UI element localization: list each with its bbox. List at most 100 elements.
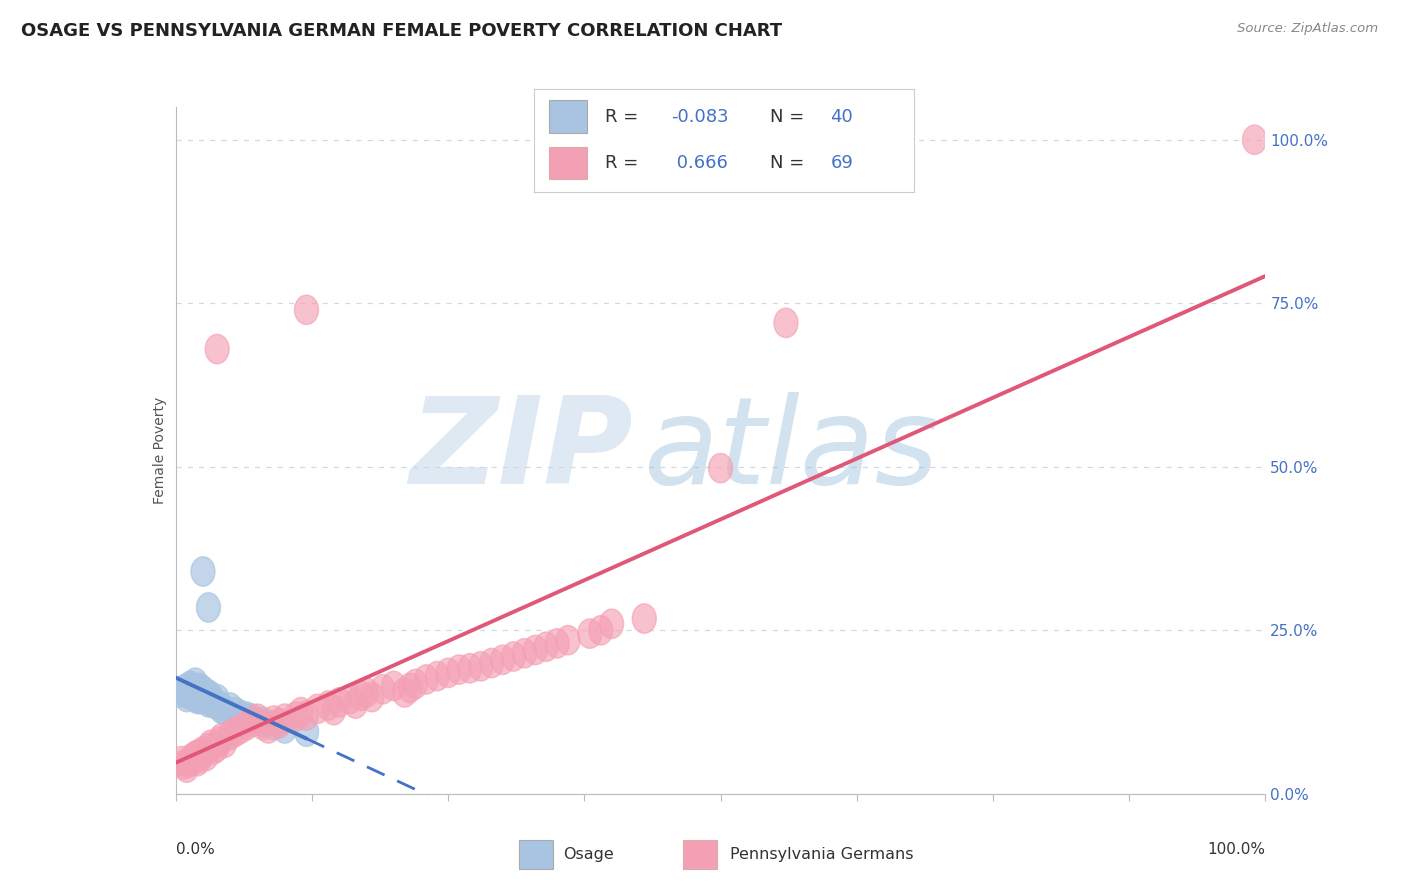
Ellipse shape bbox=[180, 743, 204, 772]
Ellipse shape bbox=[578, 619, 602, 648]
Ellipse shape bbox=[197, 688, 221, 717]
Ellipse shape bbox=[183, 678, 207, 707]
Ellipse shape bbox=[392, 678, 416, 707]
Ellipse shape bbox=[294, 717, 319, 747]
Text: R =: R = bbox=[605, 108, 638, 126]
Ellipse shape bbox=[371, 674, 395, 704]
Ellipse shape bbox=[183, 668, 207, 698]
Ellipse shape bbox=[186, 747, 209, 776]
Ellipse shape bbox=[188, 684, 212, 714]
Ellipse shape bbox=[502, 642, 526, 672]
Ellipse shape bbox=[191, 737, 215, 766]
Ellipse shape bbox=[436, 658, 460, 688]
Text: -0.083: -0.083 bbox=[671, 108, 728, 126]
Ellipse shape bbox=[246, 704, 270, 733]
Ellipse shape bbox=[267, 708, 291, 738]
Ellipse shape bbox=[191, 739, 215, 768]
Ellipse shape bbox=[202, 735, 226, 764]
Ellipse shape bbox=[235, 710, 259, 740]
Ellipse shape bbox=[294, 701, 319, 730]
Ellipse shape bbox=[250, 707, 276, 737]
Ellipse shape bbox=[523, 635, 547, 665]
Ellipse shape bbox=[229, 714, 253, 743]
Ellipse shape bbox=[180, 676, 204, 706]
Ellipse shape bbox=[349, 681, 373, 710]
Ellipse shape bbox=[193, 684, 217, 714]
Text: Source: ZipAtlas.com: Source: ZipAtlas.com bbox=[1237, 22, 1378, 36]
Text: atlas: atlas bbox=[644, 392, 939, 509]
Ellipse shape bbox=[177, 747, 201, 777]
Ellipse shape bbox=[212, 728, 236, 757]
Ellipse shape bbox=[187, 678, 211, 707]
Ellipse shape bbox=[173, 674, 197, 704]
Ellipse shape bbox=[198, 682, 222, 712]
Text: 69: 69 bbox=[831, 154, 853, 172]
Ellipse shape bbox=[207, 690, 232, 721]
Ellipse shape bbox=[191, 676, 215, 706]
Ellipse shape bbox=[240, 704, 264, 733]
Ellipse shape bbox=[205, 732, 229, 762]
Ellipse shape bbox=[186, 674, 209, 704]
Ellipse shape bbox=[262, 706, 285, 735]
Ellipse shape bbox=[1243, 125, 1267, 154]
Ellipse shape bbox=[209, 694, 233, 723]
Ellipse shape bbox=[188, 681, 212, 710]
Text: Pennsylvania Germans: Pennsylvania Germans bbox=[730, 847, 914, 862]
Text: N =: N = bbox=[769, 154, 804, 172]
Ellipse shape bbox=[262, 710, 285, 740]
Ellipse shape bbox=[174, 682, 198, 712]
Ellipse shape bbox=[194, 682, 218, 712]
Ellipse shape bbox=[183, 741, 207, 771]
Ellipse shape bbox=[218, 693, 242, 723]
Ellipse shape bbox=[458, 654, 482, 683]
Ellipse shape bbox=[179, 672, 202, 701]
Ellipse shape bbox=[173, 749, 197, 780]
Ellipse shape bbox=[198, 730, 222, 760]
Ellipse shape bbox=[534, 632, 558, 662]
Ellipse shape bbox=[589, 615, 613, 645]
Ellipse shape bbox=[284, 702, 308, 731]
Ellipse shape bbox=[207, 727, 232, 756]
Ellipse shape bbox=[479, 648, 503, 678]
FancyBboxPatch shape bbox=[519, 840, 553, 869]
Ellipse shape bbox=[273, 714, 297, 743]
Ellipse shape bbox=[555, 625, 581, 655]
Ellipse shape bbox=[337, 684, 363, 714]
Ellipse shape bbox=[250, 710, 276, 740]
Ellipse shape bbox=[328, 688, 352, 717]
Text: ZIP: ZIP bbox=[409, 392, 633, 509]
Ellipse shape bbox=[294, 295, 319, 325]
Ellipse shape bbox=[415, 665, 439, 694]
Ellipse shape bbox=[599, 609, 624, 639]
Ellipse shape bbox=[468, 651, 494, 681]
Ellipse shape bbox=[209, 723, 233, 753]
Ellipse shape bbox=[186, 684, 209, 714]
Ellipse shape bbox=[180, 745, 204, 774]
Ellipse shape bbox=[709, 453, 733, 483]
Ellipse shape bbox=[425, 662, 450, 691]
Ellipse shape bbox=[200, 686, 224, 715]
Ellipse shape bbox=[512, 639, 537, 668]
Text: 100.0%: 100.0% bbox=[1208, 842, 1265, 857]
Ellipse shape bbox=[224, 698, 247, 727]
FancyBboxPatch shape bbox=[683, 840, 717, 869]
FancyBboxPatch shape bbox=[550, 146, 588, 179]
Y-axis label: Female Poverty: Female Poverty bbox=[153, 397, 167, 504]
Ellipse shape bbox=[212, 696, 236, 725]
Ellipse shape bbox=[218, 721, 242, 749]
Ellipse shape bbox=[360, 682, 384, 712]
Text: N =: N = bbox=[769, 108, 804, 126]
Ellipse shape bbox=[546, 629, 569, 658]
Ellipse shape bbox=[240, 707, 264, 737]
Ellipse shape bbox=[205, 684, 229, 714]
FancyBboxPatch shape bbox=[550, 101, 588, 133]
Text: 40: 40 bbox=[831, 108, 853, 126]
Ellipse shape bbox=[290, 698, 314, 727]
Ellipse shape bbox=[191, 557, 215, 586]
Ellipse shape bbox=[343, 689, 367, 718]
Ellipse shape bbox=[447, 655, 471, 684]
Ellipse shape bbox=[169, 678, 193, 707]
Ellipse shape bbox=[194, 741, 218, 771]
Text: OSAGE VS PENNSYLVANIA GERMAN FEMALE POVERTY CORRELATION CHART: OSAGE VS PENNSYLVANIA GERMAN FEMALE POVE… bbox=[21, 22, 782, 40]
Ellipse shape bbox=[174, 753, 198, 782]
